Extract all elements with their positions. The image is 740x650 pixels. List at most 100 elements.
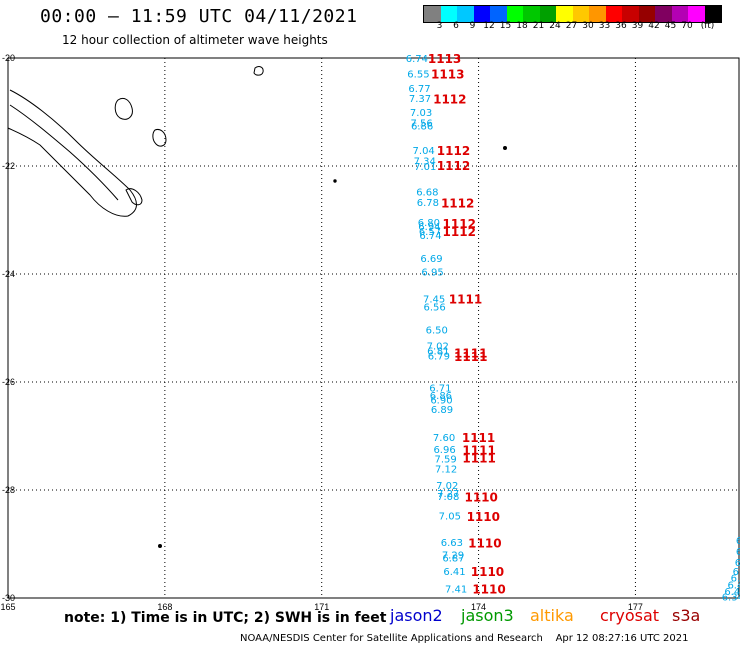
- scale-label: 39: [631, 21, 644, 31]
- island-outline: [253, 66, 264, 76]
- swh-value: 7.45: [423, 294, 445, 305]
- swh-value: 6.71: [429, 383, 451, 394]
- scale-label: 18: [516, 21, 528, 31]
- latitude-label: -24: [2, 269, 15, 279]
- swh-value: 7.05: [439, 511, 461, 522]
- satellite-cryosat: cryosat: [600, 606, 660, 625]
- latitude-label: -20: [2, 53, 15, 63]
- latitude-label: -30: [2, 593, 15, 603]
- scale-label: 9: [469, 21, 476, 31]
- scale-swatch: [589, 6, 606, 22]
- swh-value: 6.55: [407, 70, 429, 81]
- satellite-jason2: jason2: [390, 606, 443, 625]
- new-caledonia-reef: [9, 104, 119, 201]
- footer-note: note: 1) Time is in UTC; 2) SWH is in fe…: [64, 610, 387, 626]
- pass-id: 1112: [437, 159, 470, 173]
- pass-id: 1112: [433, 93, 466, 107]
- scale-swatch: [556, 6, 573, 22]
- scale-label: 3: [436, 21, 443, 31]
- island-outline: [114, 97, 133, 120]
- longitude-label: 171: [314, 602, 329, 612]
- credit-org: NOAA/NESDIS Center for Satellite Applica…: [240, 633, 543, 644]
- satellite-jason3: jason3: [461, 606, 514, 625]
- scale-label: (ft): [700, 21, 715, 31]
- swh-value: 6.89: [431, 405, 453, 416]
- pass-id: 1110: [472, 582, 505, 596]
- swh-value: 6.77: [408, 84, 430, 95]
- swh-value: 6.50: [426, 326, 448, 337]
- scale-swatch: [638, 6, 655, 22]
- scale-label: 21: [532, 21, 545, 31]
- swh-value-labels: 6.746.556.777.377.037.566.867.047.347.01…: [406, 54, 467, 595]
- swh-value: 7.08: [437, 492, 459, 503]
- swh-value: 6.95: [421, 267, 443, 278]
- pass-id: 1112: [443, 225, 476, 239]
- swh-value: 7.01: [414, 162, 436, 173]
- new-caledonia-coast: [7, 89, 137, 217]
- pass-id: 1113: [431, 68, 464, 82]
- longitude-label: 168: [157, 602, 172, 612]
- pass-id: 1111: [462, 452, 495, 466]
- pass-id: 1111: [462, 431, 495, 445]
- island-dot: [158, 544, 162, 548]
- swh-value: 6.56: [424, 302, 446, 313]
- edge-swh-value: 6: [736, 547, 740, 558]
- island-dot: [333, 179, 337, 183]
- pass-id: 1111: [462, 444, 495, 458]
- swh-value: 7.41: [445, 584, 467, 595]
- swh-value: 6.57: [419, 227, 441, 238]
- edge-swh-value: 6.46: [724, 587, 740, 598]
- swh-value: 6.81: [427, 347, 449, 358]
- swh-value: 6.80: [418, 218, 440, 229]
- pass-id: 1110: [464, 490, 497, 504]
- island-outline: [152, 129, 167, 147]
- pass-id: 1111: [454, 346, 487, 360]
- scale-label: 70: [681, 21, 693, 31]
- pass-id: 1110: [468, 536, 501, 550]
- edge-swh-value: 6.34: [722, 592, 740, 603]
- pass-id: 1110: [467, 510, 500, 524]
- swh-value: 7.03: [410, 108, 432, 119]
- swh-value: 6.94: [418, 222, 440, 233]
- scale-label: 24: [549, 21, 561, 31]
- swh-value: 6.90: [430, 395, 452, 406]
- swh-value: 7.27: [437, 489, 459, 500]
- swh-value: 7.12: [435, 464, 457, 475]
- scale-swatch: [688, 6, 705, 22]
- scale-label: 15: [499, 21, 512, 31]
- pass-id: 1112: [441, 197, 474, 211]
- wave-height-color-scale: [423, 5, 722, 23]
- chart-subtitle: 12 hour collection of altimeter wave hei…: [62, 33, 328, 47]
- swh-value: 6.74: [419, 231, 441, 242]
- swh-value: 7.02: [427, 341, 449, 352]
- swh-value: 6.87: [442, 554, 464, 565]
- color-scale-labels: 3 6 9 12 15 18 21 24 27 30 33 36 39 42 45 70 (ft): [423, 21, 733, 33]
- scale-swatch: [572, 6, 589, 22]
- pass-id: 1111: [454, 350, 487, 364]
- edge-swh-value: 6: [736, 536, 740, 547]
- scale-swatch: [523, 6, 540, 22]
- scale-label: 42: [648, 21, 660, 31]
- scale-swatch: [539, 6, 556, 22]
- island-dot: [503, 146, 507, 150]
- pass-id: 1111: [449, 292, 482, 306]
- edge-swh-value: 6: [733, 567, 739, 578]
- edge-swh-value: 6.4: [727, 581, 740, 592]
- swh-value: 6.86: [430, 391, 452, 402]
- scale-label: 36: [615, 21, 627, 31]
- pass-id: 1112: [437, 144, 470, 158]
- swh-value: 7.59: [434, 455, 456, 466]
- latitude-label: -22: [2, 161, 15, 171]
- swh-value: 6.63: [441, 538, 463, 549]
- swh-value: 6.78: [417, 198, 439, 209]
- map-grid: [7, 57, 740, 599]
- swh-value: 6.86: [411, 122, 433, 133]
- scale-swatch: [704, 6, 721, 22]
- scale-swatch: [473, 6, 490, 22]
- scale-label: 6: [453, 21, 459, 31]
- latitude-label: -28: [2, 485, 15, 495]
- swh-value: 7.60: [433, 433, 455, 444]
